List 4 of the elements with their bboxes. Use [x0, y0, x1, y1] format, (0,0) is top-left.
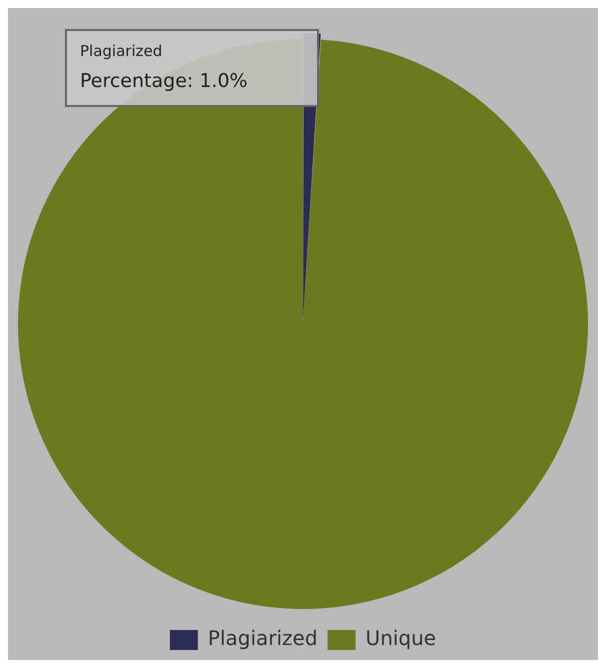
- legend-label: Unique: [366, 626, 436, 650]
- legend-label: Plagiarized: [208, 626, 318, 650]
- text: Plagiarized: [80, 42, 162, 60]
- text: Percentage: 1.0%: [80, 70, 248, 92]
